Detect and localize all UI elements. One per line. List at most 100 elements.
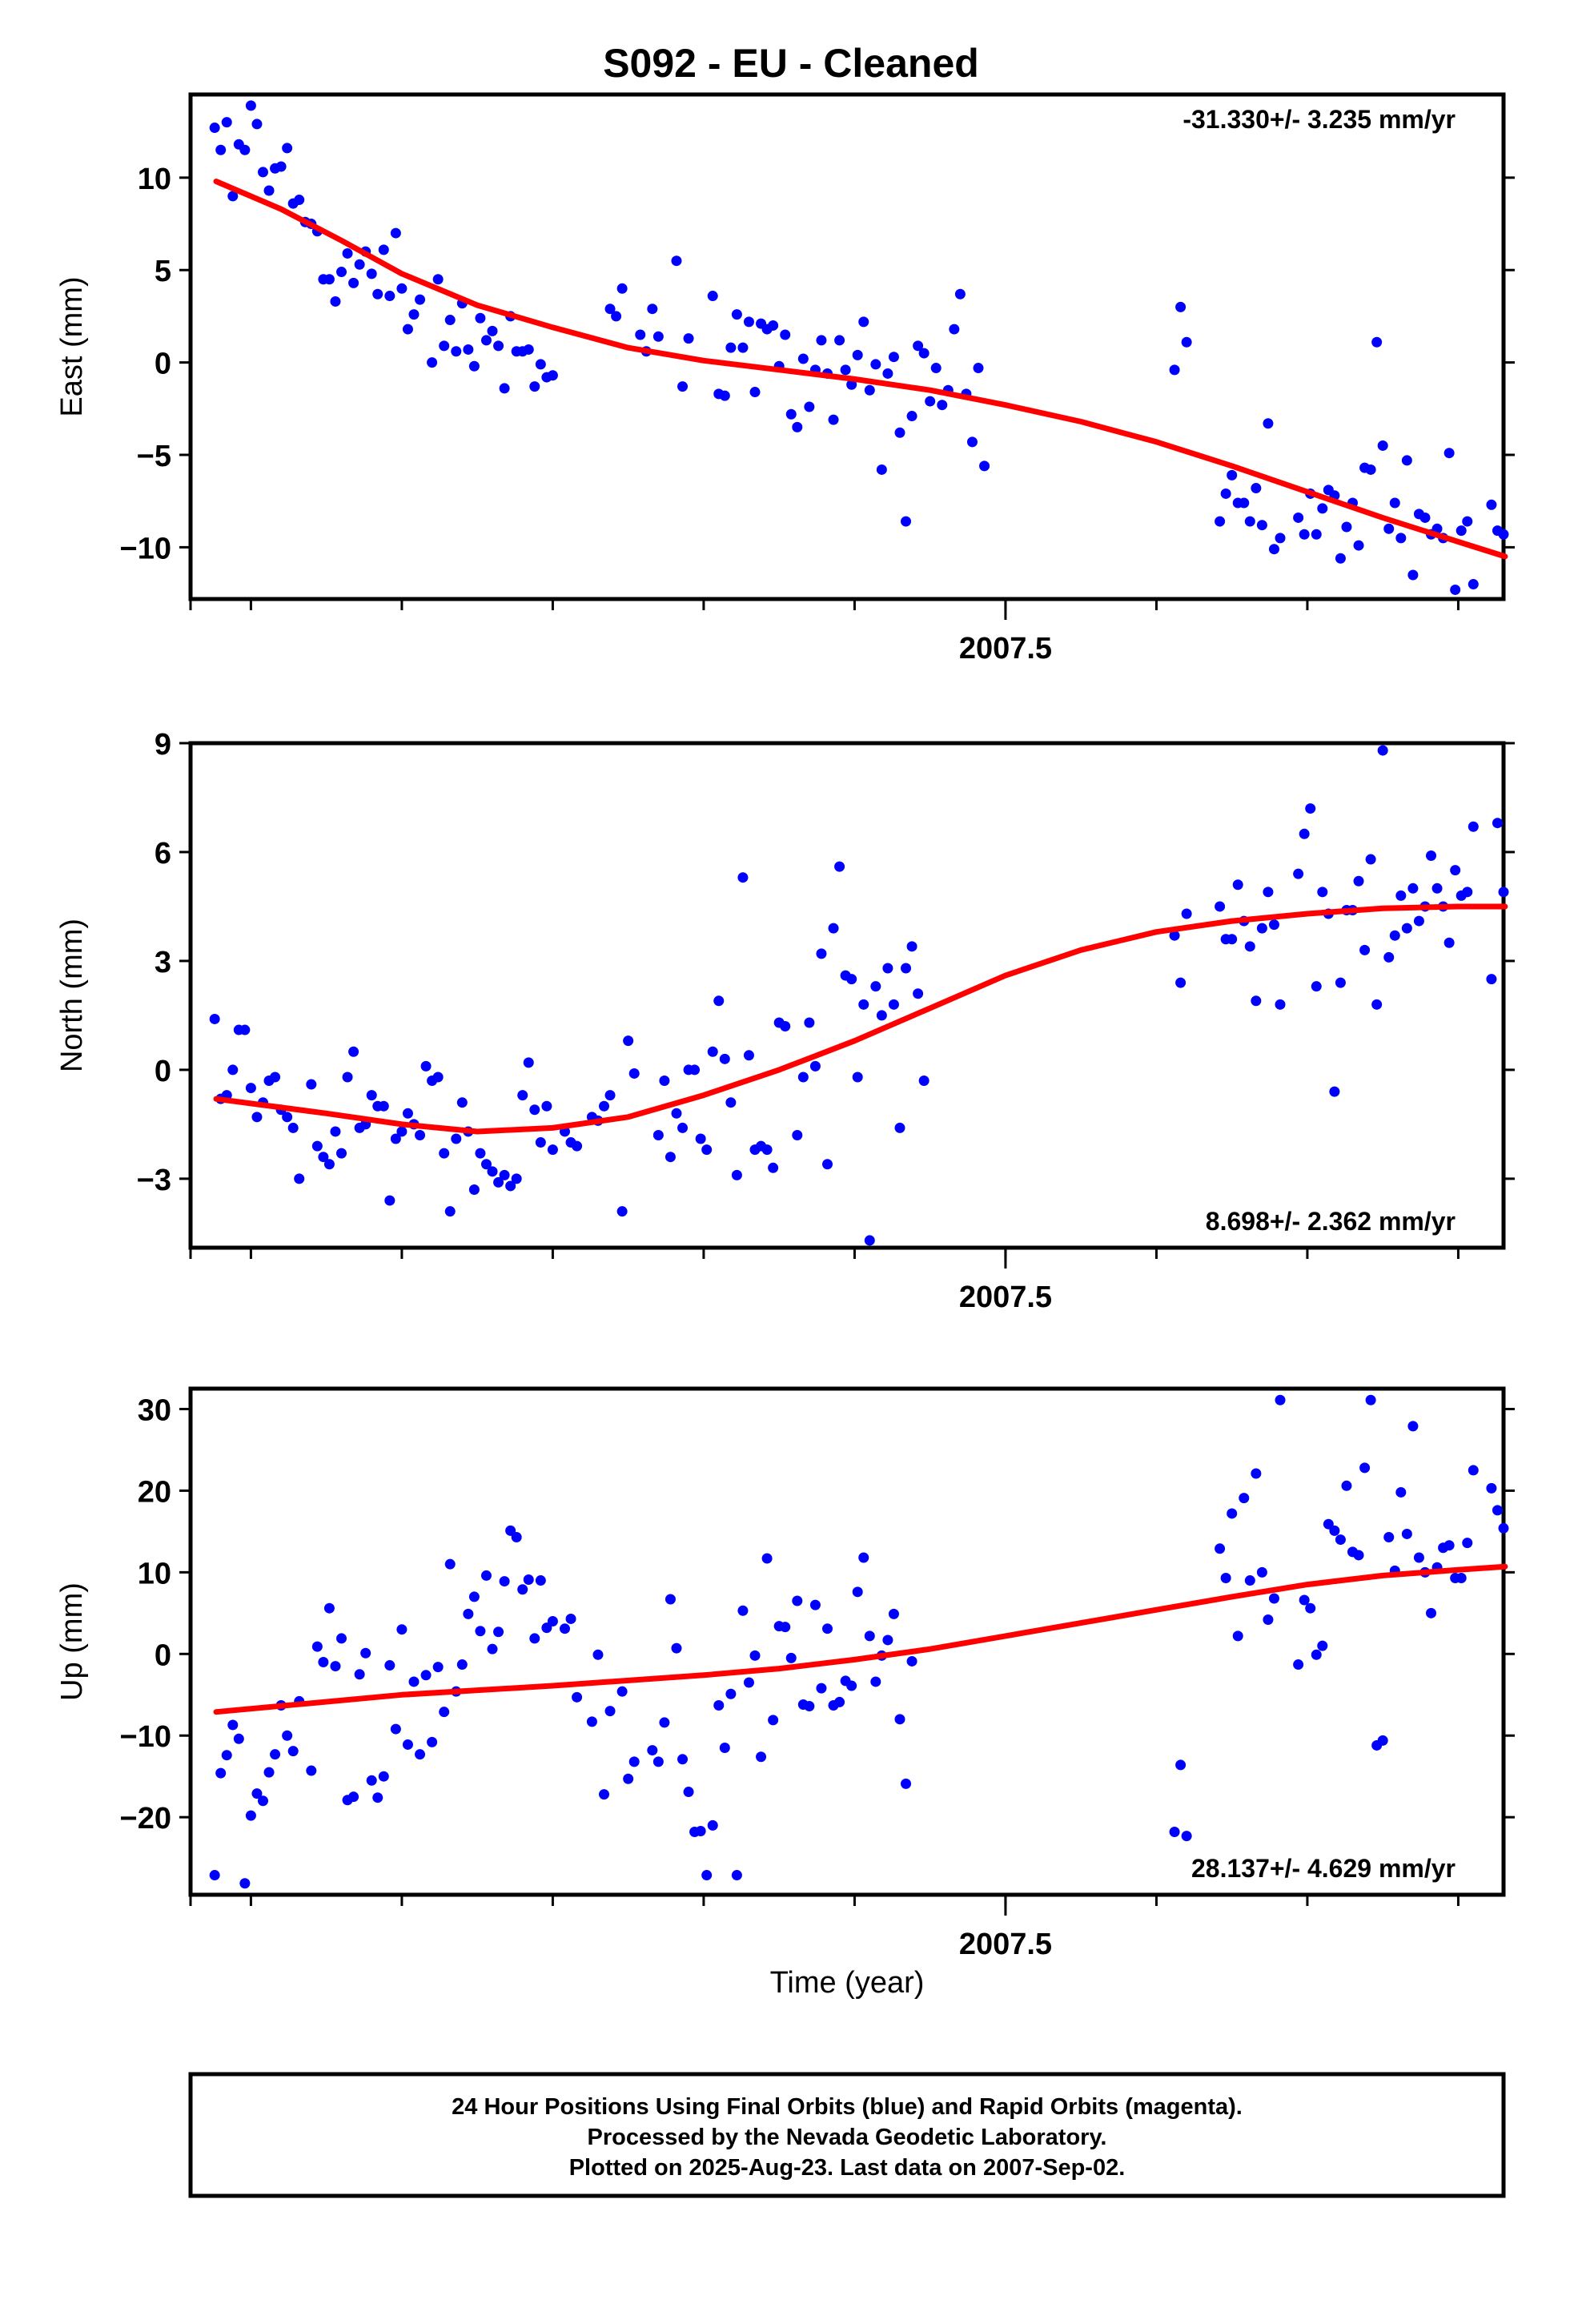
data-point bbox=[725, 1688, 737, 1699]
data-point bbox=[1175, 301, 1186, 312]
data-point bbox=[828, 414, 839, 425]
data-point bbox=[1450, 584, 1461, 595]
data-point bbox=[517, 1090, 528, 1101]
data-point bbox=[1468, 821, 1479, 832]
data-point bbox=[870, 1676, 881, 1687]
data-point bbox=[1263, 418, 1274, 429]
data-point bbox=[547, 1616, 558, 1627]
data-point bbox=[1268, 544, 1279, 555]
data-point bbox=[1486, 974, 1497, 985]
data-point bbox=[828, 923, 839, 934]
data-point bbox=[1311, 529, 1322, 540]
data-point bbox=[852, 1072, 863, 1083]
data-point bbox=[1244, 1575, 1255, 1586]
data-point bbox=[257, 1795, 268, 1807]
data-point bbox=[1263, 887, 1274, 898]
data-point bbox=[1299, 828, 1310, 839]
data-point bbox=[475, 1626, 486, 1637]
data-point bbox=[559, 1623, 570, 1634]
data-point bbox=[1244, 941, 1255, 952]
data-point bbox=[468, 1184, 480, 1195]
data-point bbox=[1365, 464, 1376, 475]
data-point bbox=[846, 974, 857, 985]
data-point bbox=[372, 288, 383, 300]
data-point bbox=[342, 247, 353, 259]
data-point bbox=[1456, 1572, 1467, 1583]
data-point bbox=[749, 387, 761, 398]
data-point bbox=[677, 1754, 689, 1765]
data-point bbox=[840, 364, 851, 376]
data-point bbox=[432, 1662, 444, 1673]
data-point bbox=[1305, 1602, 1316, 1614]
data-point bbox=[547, 370, 558, 381]
data-point bbox=[1486, 499, 1497, 510]
data-point bbox=[816, 948, 827, 959]
data-point bbox=[396, 1624, 408, 1635]
data-point bbox=[804, 1701, 815, 1712]
data-point bbox=[1486, 1482, 1497, 1494]
data-point bbox=[1227, 469, 1238, 480]
data-point bbox=[858, 316, 869, 328]
data-point bbox=[318, 1152, 329, 1163]
y-tick-label: 0 bbox=[155, 348, 171, 381]
data-point bbox=[1341, 1480, 1352, 1491]
data-point bbox=[1377, 1735, 1388, 1746]
data-point bbox=[390, 227, 401, 239]
data-point bbox=[1462, 1538, 1473, 1549]
data-point bbox=[427, 357, 438, 368]
y-axis-label: North (mm) bbox=[55, 919, 89, 1072]
data-point bbox=[348, 277, 359, 288]
data-point bbox=[804, 401, 815, 412]
data-point bbox=[1175, 1759, 1186, 1771]
data-point bbox=[1323, 1518, 1334, 1530]
data-point bbox=[846, 1680, 857, 1691]
data-point bbox=[451, 1133, 462, 1144]
data-point bbox=[1353, 540, 1364, 551]
data-point bbox=[511, 1173, 522, 1184]
data-point bbox=[444, 1558, 456, 1570]
data-point bbox=[894, 1122, 905, 1133]
data-point bbox=[239, 1878, 251, 1889]
data-point bbox=[647, 304, 658, 315]
data-point bbox=[408, 1676, 420, 1687]
data-point bbox=[251, 1788, 263, 1799]
data-point bbox=[306, 1765, 317, 1776]
data-point bbox=[1299, 529, 1310, 540]
data-point bbox=[1239, 1493, 1250, 1504]
data-point bbox=[396, 1126, 408, 1137]
data-point bbox=[695, 1825, 706, 1836]
footer-line-2: Processed by the Nevada Geodetic Laborat… bbox=[588, 2125, 1107, 2150]
data-point bbox=[616, 1686, 628, 1697]
data-point bbox=[402, 1739, 413, 1750]
data-point bbox=[227, 1719, 239, 1731]
data-point bbox=[529, 1104, 540, 1116]
data-point bbox=[390, 1723, 401, 1735]
data-point bbox=[541, 1622, 552, 1634]
data-point bbox=[1492, 818, 1503, 829]
data-point bbox=[1335, 977, 1346, 988]
y-tick-label: 0 bbox=[155, 1055, 171, 1088]
data-point bbox=[372, 1792, 383, 1803]
data-point bbox=[1317, 1640, 1328, 1651]
data-point bbox=[487, 1643, 498, 1655]
data-point bbox=[1413, 915, 1424, 927]
data-point bbox=[1329, 1525, 1340, 1536]
plot-frame bbox=[188, 92, 1506, 601]
data-point bbox=[906, 941, 917, 952]
data-point bbox=[876, 1010, 887, 1021]
data-point bbox=[707, 291, 718, 302]
data-point bbox=[415, 1749, 426, 1760]
data-point bbox=[1317, 887, 1328, 898]
y-tick-label: 30 bbox=[138, 1393, 171, 1427]
rate-label: 8.698+/- 2.362 mm/yr bbox=[1206, 1207, 1456, 1236]
data-point bbox=[336, 1148, 347, 1159]
data-point bbox=[1462, 516, 1473, 527]
data-point bbox=[444, 315, 456, 326]
data-point bbox=[652, 331, 664, 342]
data-point bbox=[1407, 1421, 1419, 1432]
data-point bbox=[701, 1144, 713, 1156]
y-tick-label: −20 bbox=[120, 1802, 171, 1835]
data-point bbox=[616, 1206, 628, 1217]
footer-line-3: Plotted on 2025-Aug-23. Last data on 200… bbox=[569, 2155, 1126, 2181]
data-point bbox=[737, 342, 749, 353]
